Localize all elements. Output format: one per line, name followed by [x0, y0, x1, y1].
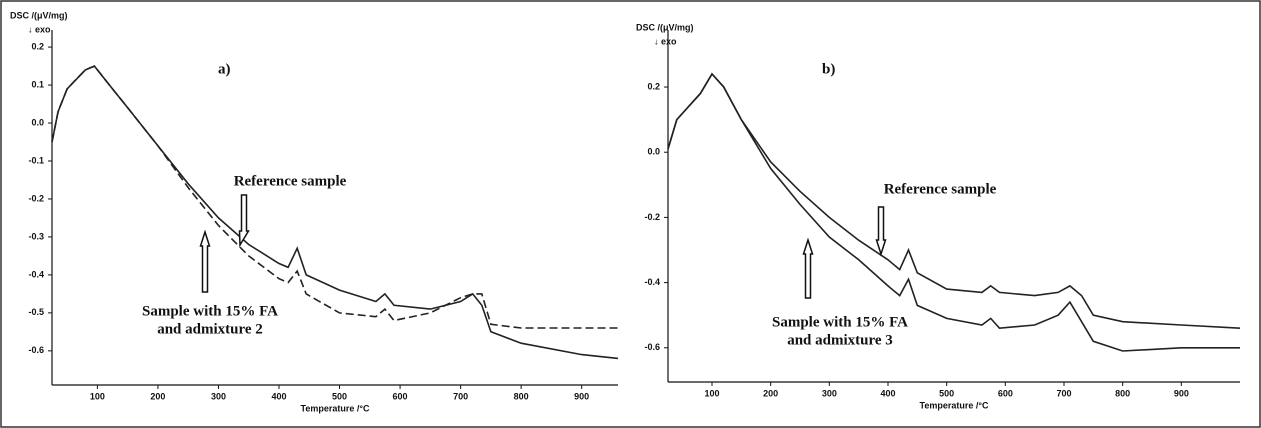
- y-axis-label: DSC /(μV/mg): [636, 22, 694, 32]
- data-line: [667, 72, 1240, 352]
- y-tick-label: -0.6: [644, 342, 660, 352]
- y-tick-label: 0.0: [647, 147, 660, 157]
- chart-title: a): [218, 61, 231, 77]
- y-tick-label: 0.1: [31, 79, 44, 89]
- x-tick-label: 500: [332, 391, 347, 401]
- annotation: Reference sample: [234, 173, 347, 189]
- direction-label: ↓ exo: [654, 36, 677, 46]
- y-tick-label: 0.2: [31, 41, 44, 51]
- data-line: [51, 65, 618, 329]
- x-tick-label: 700: [1056, 388, 1071, 398]
- x-tick-label: 600: [393, 391, 408, 401]
- annotation: Sample with 15% FA: [142, 303, 278, 319]
- direction-label: ↓ exo: [28, 24, 51, 34]
- annotation-arrow: [199, 229, 211, 293]
- x-tick-label: 400: [880, 388, 895, 398]
- x-tick-label: 900: [574, 391, 589, 401]
- annotation-arrow: [238, 194, 250, 248]
- x-axis-label: Temperature /°C: [301, 403, 370, 413]
- y-axis-label: DSC /(μV/mg): [10, 10, 68, 20]
- y-tick-label: -0.4: [644, 277, 660, 287]
- x-tick-label: 200: [763, 388, 778, 398]
- x-tick-label: 700: [453, 391, 468, 401]
- x-tick-label: 200: [150, 391, 165, 401]
- x-tick-label: 400: [271, 391, 286, 401]
- annotation-arrow: [875, 206, 887, 257]
- y-tick-label: 0.2: [647, 81, 660, 91]
- x-tick-label: 300: [822, 388, 837, 398]
- annotation: and admixture 3: [787, 332, 893, 348]
- x-tick-label: 100: [704, 388, 719, 398]
- x-tick-label: 300: [211, 391, 226, 401]
- annotation: Reference sample: [884, 181, 997, 197]
- annotation: Sample with 15% FA: [772, 314, 908, 330]
- x-tick-label: 500: [939, 388, 954, 398]
- x-tick-label: 800: [514, 391, 529, 401]
- y-tick-label: -0.4: [28, 269, 44, 279]
- y-tick-label: -0.2: [644, 212, 660, 222]
- x-tick-label: 800: [1115, 388, 1130, 398]
- x-tick-label: 600: [998, 388, 1013, 398]
- y-tick-label: -0.3: [28, 231, 44, 241]
- annotation: and admixture 2: [157, 321, 263, 337]
- y-tick-label: -0.5: [28, 307, 44, 317]
- annotation-arrow: [802, 237, 814, 299]
- y-tick-label: 0.0: [31, 117, 44, 127]
- x-tick-label: 100: [90, 391, 105, 401]
- y-tick-label: -0.2: [28, 193, 44, 203]
- x-tick-label: 900: [1174, 388, 1189, 398]
- chart-title: b): [822, 61, 835, 77]
- y-tick-label: -0.6: [28, 345, 44, 355]
- y-tick-label: -0.1: [28, 155, 44, 165]
- x-axis-label: Temperature /°C: [920, 400, 989, 410]
